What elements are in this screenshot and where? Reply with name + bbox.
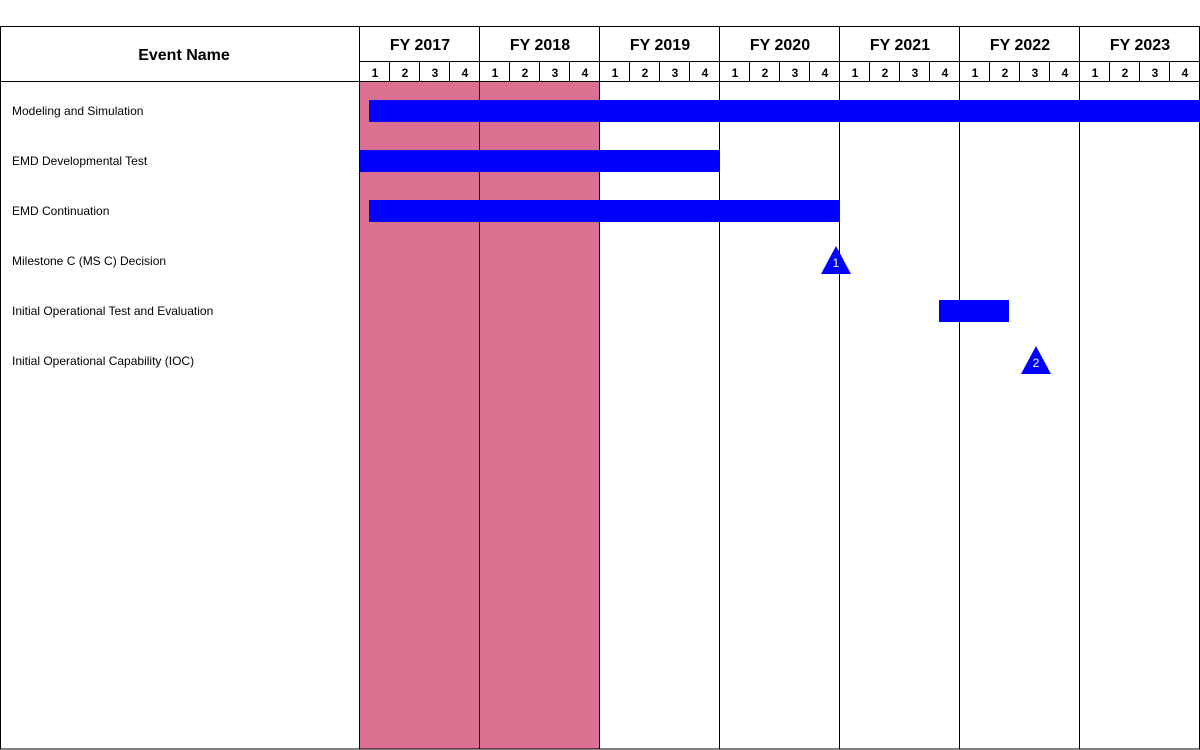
quarter-label: 1 bbox=[492, 66, 499, 80]
year-label: FY 2021 bbox=[870, 37, 930, 54]
event-bar bbox=[369, 100, 1200, 122]
grid-layer bbox=[0, 26, 1200, 750]
quarter-label: 3 bbox=[432, 66, 439, 80]
event-bar bbox=[360, 150, 720, 172]
quarter-label: 4 bbox=[1062, 66, 1069, 80]
shaded-year-fy-2017 bbox=[360, 81, 480, 749]
event-label: Initial Operational Test and Evaluation bbox=[12, 304, 213, 318]
quarter-label: 3 bbox=[1152, 66, 1159, 80]
event-label: Modeling and Simulation bbox=[12, 104, 143, 118]
quarter-label: 2 bbox=[882, 66, 889, 80]
quarter-label: 2 bbox=[1122, 66, 1129, 80]
quarter-label: 3 bbox=[552, 66, 559, 80]
event-bar bbox=[369, 200, 840, 222]
quarter-label: 4 bbox=[462, 66, 469, 80]
event-label: Milestone C (MS C) Decision bbox=[12, 254, 166, 268]
quarter-label: 1 bbox=[1092, 66, 1099, 80]
quarter-label: 1 bbox=[612, 66, 619, 80]
quarter-label: 3 bbox=[912, 66, 919, 80]
year-label: FY 2018 bbox=[510, 37, 570, 54]
milestone-triangle bbox=[821, 246, 851, 274]
year-label: FY 2023 bbox=[1110, 37, 1170, 54]
milestone-triangle bbox=[1021, 346, 1051, 374]
quarter-label: 4 bbox=[942, 66, 949, 80]
milestone-label: 2 bbox=[1033, 356, 1040, 370]
quarter-label: 2 bbox=[642, 66, 649, 80]
quarter-label: 1 bbox=[732, 66, 739, 80]
quarter-label: 2 bbox=[762, 66, 769, 80]
event-marks: 12 bbox=[360, 100, 1200, 374]
event-labels: Modeling and Simulation EMD Developmental… bbox=[12, 104, 213, 368]
timeline-header: Event Name FY 2017 1 2 3 4 FY 2018 1 2 3 4 FY 2019… bbox=[138, 37, 1188, 80]
shaded-period-layer bbox=[360, 81, 600, 749]
year-label: FY 2020 bbox=[750, 37, 810, 54]
quarter-label: 4 bbox=[702, 66, 709, 80]
quarter-label: 4 bbox=[822, 66, 829, 80]
event-label: Initial Operational Capability (IOC) bbox=[12, 354, 194, 368]
quarter-label: 1 bbox=[372, 66, 379, 80]
event-label: EMD Continuation bbox=[12, 204, 109, 218]
quarter-label: 3 bbox=[1032, 66, 1039, 80]
quarter-label: 2 bbox=[522, 66, 529, 80]
event-name-column-title: Event Name bbox=[138, 47, 230, 64]
quarter-label: 4 bbox=[582, 66, 589, 80]
year-label: FY 2022 bbox=[990, 37, 1050, 54]
quarter-label: 4 bbox=[1182, 66, 1189, 80]
quarter-label: 3 bbox=[792, 66, 799, 80]
quarter-label: 1 bbox=[972, 66, 979, 80]
quarter-label: 1 bbox=[852, 66, 859, 80]
event-label: EMD Developmental Test bbox=[12, 154, 148, 168]
quarter-label: 3 bbox=[672, 66, 679, 80]
shaded-year-fy-2018 bbox=[480, 81, 600, 749]
year-label: FY 2017 bbox=[390, 37, 450, 54]
event-bar bbox=[939, 300, 1009, 322]
quarter-label: 2 bbox=[402, 66, 409, 80]
milestone-label: 1 bbox=[833, 256, 840, 270]
year-label: FY 2019 bbox=[630, 37, 690, 54]
quarter-label: 2 bbox=[1002, 66, 1009, 80]
